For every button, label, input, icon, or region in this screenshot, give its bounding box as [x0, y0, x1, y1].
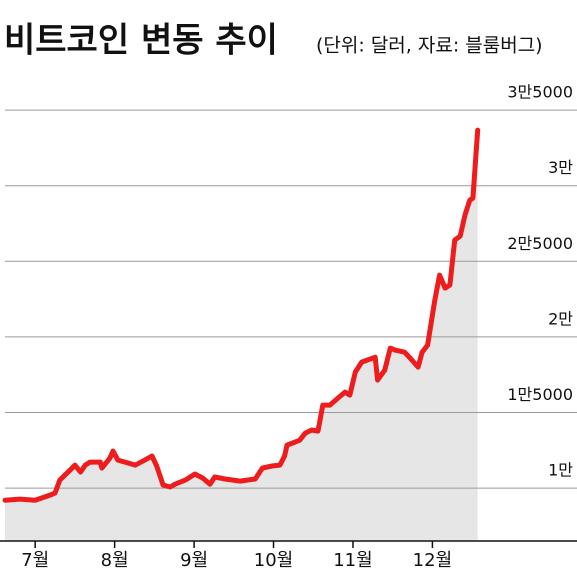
y-tick-label: 1만	[548, 461, 573, 480]
y-tick-label: 2만	[548, 309, 573, 328]
chart-title: 비트코인 변동 추이	[4, 21, 278, 61]
x-tick-label: 12월	[413, 550, 452, 571]
x-tick-label: 10월	[254, 550, 293, 571]
y-tick-label: 1만5000	[507, 385, 573, 404]
chart-subtitle: (단위: 달러, 자료: 블룸버그)	[316, 35, 543, 57]
x-tick-label: 11월	[333, 550, 372, 571]
x-tick-label: 9월	[180, 550, 208, 571]
x-tick-label: 8월	[101, 550, 129, 571]
x-tick-label: 7월	[21, 550, 49, 571]
y-tick-label: 2만5000	[507, 234, 573, 253]
y-tick-label: 3만	[548, 158, 573, 177]
area	[5, 130, 478, 541]
y-tick-label: 3만5000	[507, 83, 573, 102]
line	[2, 127, 481, 503]
